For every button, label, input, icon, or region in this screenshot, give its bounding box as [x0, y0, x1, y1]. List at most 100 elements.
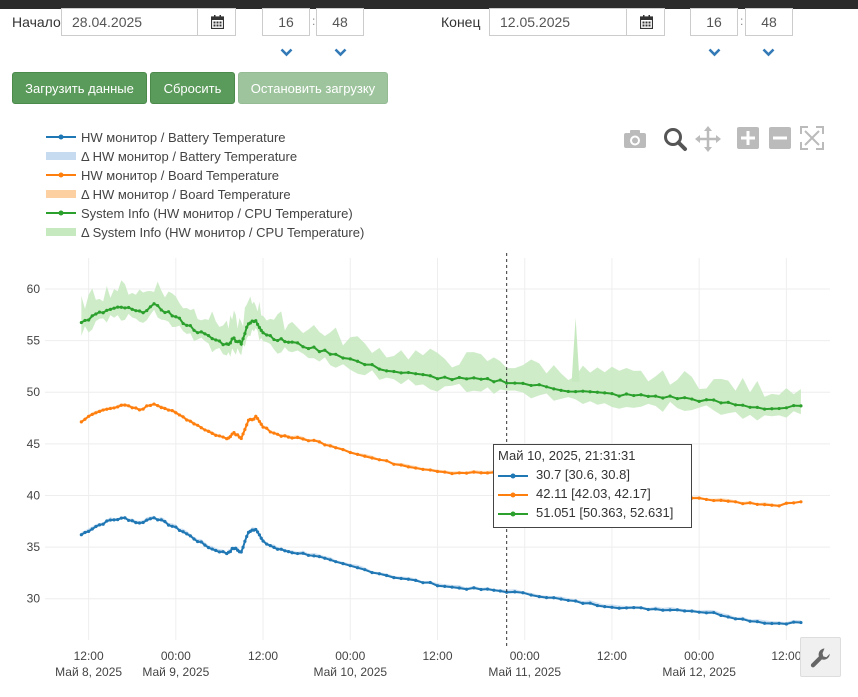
pan-icon[interactable] [695, 126, 721, 152]
point-cpu [414, 372, 418, 376]
point-battery [105, 519, 109, 523]
end-hour-input[interactable]: 16 [690, 8, 738, 36]
point-cpu [163, 310, 167, 315]
zoom-in-icon[interactable] [736, 126, 760, 150]
point-board [232, 430, 236, 435]
point-board [414, 466, 418, 470]
point-board [355, 452, 360, 457]
tooltip-row-board: 42.11 [42.03, 42.17] [536, 486, 651, 501]
load-data-button[interactable]: Загрузить данные [12, 72, 147, 104]
point-battery [792, 620, 796, 624]
start-minute-input[interactable]: 48 [316, 8, 364, 36]
y-tick-label: 40 [27, 488, 41, 502]
zoom-out-icon[interactable] [768, 126, 792, 150]
zoom-icon[interactable] [662, 126, 688, 152]
point-battery [435, 584, 440, 588]
point-cpu [355, 359, 360, 363]
point-battery [259, 536, 263, 540]
point-cpu [237, 339, 242, 343]
stop-loading-button[interactable]: Остановить загрузку [238, 72, 388, 104]
chart-bands [81, 280, 801, 625]
point-cpu [259, 328, 263, 332]
point-battery [341, 562, 345, 566]
point-cpu [152, 302, 156, 306]
chevron-down-icon[interactable] [280, 48, 293, 57]
x-tick-label: 00:00 [684, 649, 714, 663]
point-cpu [221, 343, 225, 347]
point-board [210, 431, 214, 435]
point-board [755, 502, 759, 506]
point-board [719, 498, 723, 502]
point-battery [90, 527, 94, 531]
top-bar [0, 0, 858, 9]
point-board [279, 434, 283, 438]
point-board [101, 408, 105, 412]
point-board [341, 448, 345, 452]
point-battery [479, 587, 483, 592]
chevron-down-icon[interactable] [708, 48, 721, 57]
autoscale-icon[interactable] [800, 126, 824, 150]
point-cpu [704, 398, 709, 402]
chevron-down-icon[interactable] [334, 48, 347, 57]
x-tick-date-label: Май 12, 2025 [662, 665, 736, 679]
point-cpu [145, 308, 149, 313]
point-battery [166, 523, 171, 527]
end-date-input[interactable]: 12.05.2025 [489, 8, 627, 36]
point-cpu [741, 403, 745, 407]
point-cpu [196, 331, 200, 335]
point-board [799, 500, 803, 504]
point-board [181, 415, 185, 419]
point-battery [617, 606, 621, 610]
point-battery [492, 588, 496, 592]
start-calendar-button[interactable] [197, 8, 236, 36]
point-cpu [241, 337, 245, 341]
point-board [159, 405, 163, 410]
end-calendar-button[interactable] [626, 8, 665, 36]
end-minute-input[interactable]: 48 [745, 8, 793, 36]
y-tick-label: 50 [27, 385, 41, 399]
settings-wrench-button[interactable] [800, 637, 841, 677]
point-cpu [188, 323, 192, 328]
point-cpu [334, 352, 338, 356]
point-cpu [210, 337, 214, 341]
start-hour-input[interactable]: 16 [262, 8, 310, 36]
point-board [770, 503, 774, 507]
reset-button[interactable]: Сбросить [150, 72, 235, 104]
point-battery [748, 619, 752, 623]
point-cpu [206, 334, 211, 338]
point-board [295, 435, 300, 440]
point-board [290, 436, 294, 440]
end-time-colon: : [740, 14, 744, 28]
point-battery [145, 518, 149, 522]
point-board [370, 456, 374, 460]
point-cpu [399, 371, 403, 375]
point-board [323, 443, 327, 447]
point-battery [610, 605, 614, 609]
point-cpu [521, 381, 525, 386]
point-cpu [134, 309, 138, 313]
point-cpu [272, 337, 276, 342]
point-board [275, 432, 280, 436]
camera-icon[interactable] [622, 126, 648, 152]
point-cpu [668, 394, 672, 398]
point-battery [203, 543, 207, 547]
point-battery [529, 593, 533, 597]
point-cpu [392, 369, 396, 374]
legend-label-board-band: Δ HW монитор / Board Temperature [81, 187, 291, 202]
chevron-down-icon[interactable] [762, 48, 775, 57]
x-tick-date-label: Май 10, 2025 [313, 665, 387, 679]
point-board [259, 422, 263, 426]
point-cpu [116, 305, 120, 309]
point-cpu [348, 357, 352, 361]
point-cpu [286, 340, 291, 344]
point-cpu [256, 322, 260, 327]
point-cpu [777, 406, 781, 411]
legend-label-cpu: System Info (HW монитор / CPU Temperatur… [81, 206, 353, 221]
point-cpu [529, 383, 533, 388]
start-date-input[interactable]: 28.04.2025 [61, 8, 198, 36]
point-board [188, 419, 192, 423]
point-battery [334, 560, 338, 564]
point-board [435, 469, 440, 474]
point-battery [192, 537, 196, 541]
